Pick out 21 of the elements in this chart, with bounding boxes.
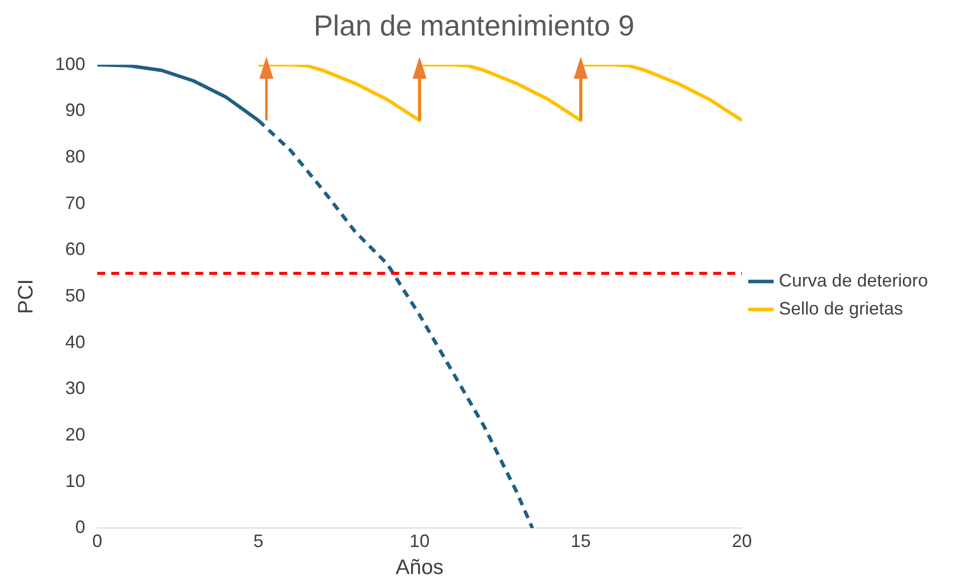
- legend-label: Curva de deterioro: [778, 270, 928, 290]
- x-axis-title: Años: [396, 556, 444, 580]
- y-tick-label: 10: [65, 470, 86, 491]
- y-tick-label: 70: [65, 192, 86, 213]
- x-tick-label: 20: [732, 530, 752, 551]
- y-tick-label: 40: [65, 332, 86, 352]
- y-tick-label: 100: [55, 54, 86, 74]
- y-tick-label: 80: [65, 146, 86, 166]
- x-tick-label: 10: [410, 530, 430, 551]
- y-tick-label: 30: [65, 378, 86, 398]
- legend-label: Sello de grietas: [778, 298, 903, 318]
- y-axis-title: PCI: [14, 278, 38, 314]
- x-tick-label: 0: [92, 530, 102, 551]
- y-tick-label: 20: [65, 424, 86, 444]
- y-tick-label: 50: [65, 285, 86, 306]
- x-tick-label: 15: [570, 530, 591, 551]
- y-tick-label: 0: [75, 517, 86, 538]
- x-tick-label: 5: [253, 530, 264, 551]
- y-tick-label: 60: [65, 239, 86, 260]
- y-tick-label: 90: [65, 100, 86, 120]
- chart-title: Plan de mantenimiento 9: [314, 10, 634, 42]
